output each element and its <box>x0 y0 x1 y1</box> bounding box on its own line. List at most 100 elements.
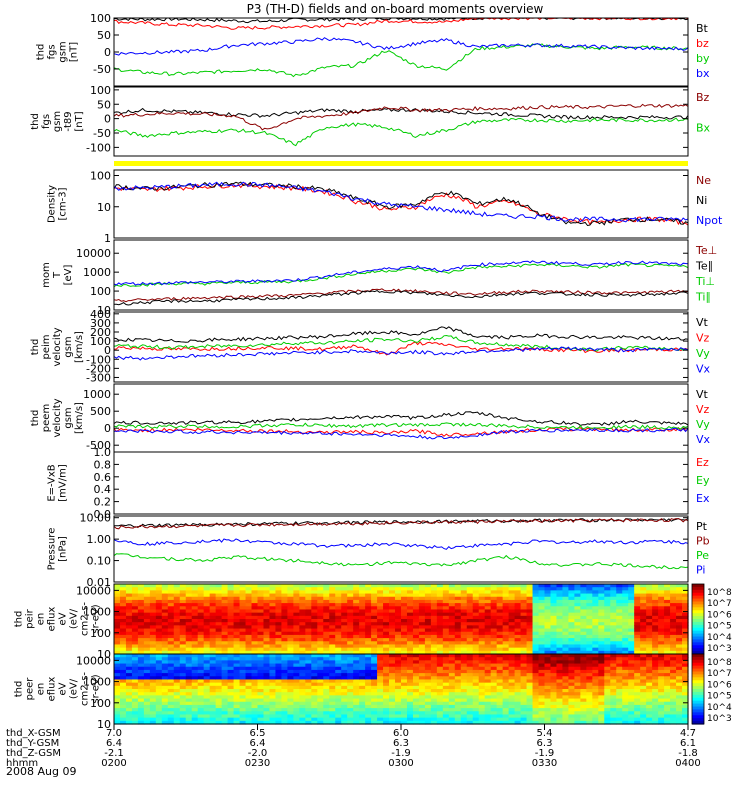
spectrogram-cell <box>191 657 199 661</box>
spectrogram-cell <box>430 676 438 681</box>
spectrogram-cell <box>359 720 366 725</box>
spectrogram-cell <box>466 587 474 591</box>
spectrogram-cell <box>275 609 283 614</box>
spectrogram-cell <box>406 587 414 591</box>
spectrogram-cell <box>119 625 127 630</box>
spectrogram-cell <box>161 609 169 614</box>
spectrogram-cell <box>317 695 324 700</box>
spectrogram-cell <box>167 689 175 693</box>
spectrogram-cell <box>436 584 444 588</box>
spectrogram-cell <box>257 698 265 703</box>
spectrogram-cell <box>173 692 181 696</box>
spectrogram-cell <box>161 615 169 620</box>
spectrogram-cell <box>472 647 480 652</box>
spectrogram-cell <box>448 657 456 661</box>
spectrogram-cell <box>359 590 366 595</box>
spectrogram-cell <box>359 644 366 649</box>
spectrogram-cell <box>442 634 450 639</box>
spectrogram-cell <box>209 704 217 709</box>
x-tick-label: -1.8 <box>678 748 698 759</box>
spectrogram-cell <box>574 596 581 601</box>
spectrogram-cell <box>562 720 570 725</box>
panel-frame <box>113 451 689 515</box>
spectrogram-cell <box>287 634 294 639</box>
spectrogram-cell <box>317 631 324 636</box>
spectrogram-cell <box>478 641 486 646</box>
y-axis-label-line: E=-VxB <box>47 464 58 501</box>
spectrogram-cell <box>460 584 468 588</box>
spectrogram-cell <box>424 619 432 623</box>
spectrogram-cell <box>353 717 360 722</box>
spectrogram-cell <box>353 634 360 639</box>
spectrogram-cell <box>149 622 157 626</box>
spectrogram-cell <box>329 638 336 642</box>
spectrogram-cell <box>544 603 552 607</box>
spectrogram-cell <box>251 689 259 693</box>
spectrogram-cell <box>311 650 318 655</box>
spectrogram-cell <box>155 704 163 709</box>
spectrogram-cell <box>448 584 456 588</box>
spectrogram-cell <box>664 638 671 642</box>
spectrogram-cell <box>682 704 689 709</box>
spectrogram-cell <box>652 720 659 725</box>
spectrogram-cell <box>628 644 635 649</box>
spectrogram-cell <box>257 584 265 588</box>
spectrogram-cell <box>203 676 211 681</box>
spectrogram-cell <box>670 628 677 633</box>
spectrogram-cell <box>203 701 211 706</box>
spectrogram-cell <box>628 619 635 623</box>
spectrogram-cell <box>478 606 486 611</box>
spectrogram-cell <box>538 708 546 712</box>
spectrogram-cell <box>526 647 534 652</box>
spectrogram-cell <box>460 625 468 630</box>
spectrogram-cell <box>598 638 605 642</box>
spectrogram-cell <box>676 650 683 655</box>
spectrogram-cell <box>227 628 235 633</box>
spectrogram-cell <box>293 593 300 598</box>
spectrogram-cell <box>604 714 611 719</box>
spectrogram-cell <box>556 625 564 630</box>
spectrogram-cell <box>454 619 462 623</box>
spectrogram-cell <box>131 660 139 665</box>
spectrogram-cell <box>359 587 366 591</box>
spectrogram-cell <box>185 599 193 604</box>
spectrogram-cell <box>383 720 390 725</box>
spectrogram-cell <box>179 599 187 604</box>
spectrogram-cell <box>383 682 390 687</box>
spectrogram-cell <box>353 628 360 633</box>
spectrogram-cell <box>466 634 474 639</box>
spectrogram-cell <box>478 596 486 601</box>
spectrogram-cell <box>401 676 408 681</box>
spectrogram-cell <box>191 612 199 617</box>
spectrogram-cell <box>263 685 271 690</box>
spectrogram-cell <box>616 584 623 588</box>
spectrogram-cell <box>149 695 157 700</box>
spectrogram-cell <box>311 644 318 649</box>
spectrogram-cell <box>395 654 402 658</box>
spectrogram-cell <box>412 619 420 623</box>
spectrogram-cell <box>353 663 360 668</box>
spectrogram-cell <box>466 625 474 630</box>
spectrogram-cell <box>616 619 623 623</box>
spectrogram-cell <box>389 663 396 668</box>
y-axis-label-line: thd <box>36 44 47 61</box>
spectrogram-cell <box>335 704 342 709</box>
spectrogram-cell <box>664 647 671 652</box>
spectrogram-cell <box>114 695 121 700</box>
spectrogram-cell <box>484 717 492 722</box>
spectrogram-cell <box>448 628 456 633</box>
spectrogram-cell <box>143 628 151 633</box>
spectrogram-cell <box>466 698 474 703</box>
series-bx <box>113 37 689 56</box>
spectrogram-cell <box>179 625 187 630</box>
spectrogram-cell <box>532 622 540 626</box>
spectrogram-cell <box>622 596 629 601</box>
spectrogram-cell <box>664 603 671 607</box>
spectrogram-cell <box>640 596 647 601</box>
spectrogram-cell <box>161 647 169 652</box>
spectrogram-cell <box>424 682 432 687</box>
spectrogram-cell <box>418 625 426 630</box>
spectrogram-cell <box>257 599 265 604</box>
spectrogram-cell <box>125 673 133 677</box>
spectrogram-cell <box>592 676 599 681</box>
